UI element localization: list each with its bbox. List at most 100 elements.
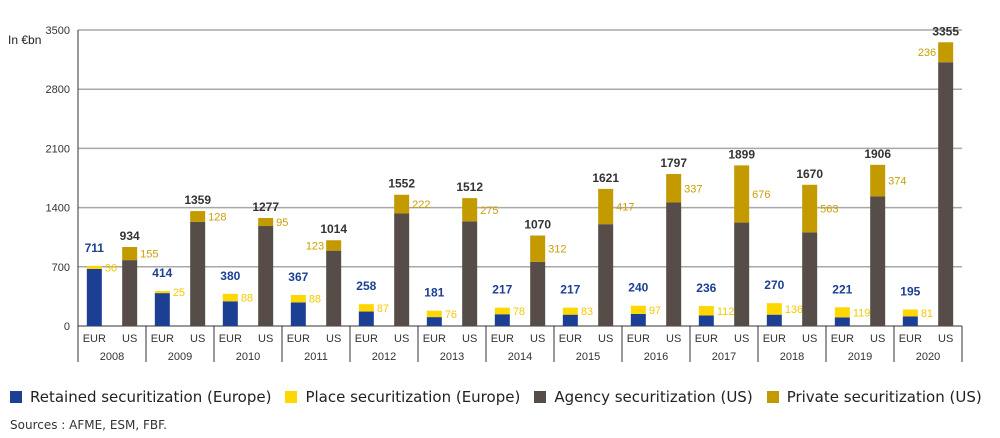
place-value-label: 97 bbox=[649, 305, 661, 317]
x-subcategory-label: US bbox=[394, 333, 409, 345]
eur-total-label: 195 bbox=[900, 285, 920, 299]
us-total-label: 1797 bbox=[660, 156, 687, 170]
private-value-label: 275 bbox=[480, 205, 498, 217]
x-subcategory-label: US bbox=[938, 333, 953, 345]
private-value-label: 236 bbox=[918, 47, 936, 59]
bar-retained-2015 bbox=[562, 314, 578, 326]
x-subcategory-label: US bbox=[530, 333, 545, 345]
eur-total-label: 217 bbox=[492, 283, 512, 297]
bar-private-2018 bbox=[802, 184, 818, 233]
bar-retained-2010 bbox=[222, 301, 238, 326]
x-category-label: 2012 bbox=[372, 351, 396, 363]
x-subcategory-label: US bbox=[870, 333, 885, 345]
legend-item-private: Private securitization (US) bbox=[766, 388, 982, 406]
bar-retained-2011 bbox=[290, 302, 306, 326]
bar-retained-2008 bbox=[86, 268, 102, 326]
bar-private-2017 bbox=[734, 165, 750, 223]
bar-agency-2008 bbox=[122, 260, 138, 326]
bar-private-2020 bbox=[938, 42, 954, 63]
bar-place-2014 bbox=[494, 307, 510, 315]
eur-total-label: 414 bbox=[152, 266, 172, 280]
legend-swatch bbox=[534, 391, 547, 403]
x-subcategory-label: EUR bbox=[559, 333, 582, 345]
legend-swatch bbox=[10, 391, 22, 403]
eur-total-label: 380 bbox=[220, 269, 240, 283]
y-tick-label: 3500 bbox=[46, 25, 70, 37]
bar-agency-2012 bbox=[394, 213, 410, 326]
place-value-label: 112 bbox=[717, 306, 735, 318]
us-total-label: 1552 bbox=[388, 177, 415, 191]
private-value-label: 312 bbox=[548, 244, 566, 256]
bar-private-2013 bbox=[462, 198, 478, 222]
bar-place-2008 bbox=[86, 265, 102, 269]
y-tick-label: 2800 bbox=[46, 84, 70, 96]
x-subcategory-label: US bbox=[666, 333, 681, 345]
x-subcategory-label: EUR bbox=[831, 333, 854, 345]
place-value-label: 81 bbox=[921, 308, 933, 320]
y-axis-label: In €bn bbox=[8, 33, 41, 47]
bar-agency-2016 bbox=[666, 202, 682, 326]
us-total-label: 1070 bbox=[524, 218, 551, 232]
y-tick-label: 1400 bbox=[46, 203, 70, 215]
private-value-label: 123 bbox=[306, 240, 324, 252]
bar-agency-2010 bbox=[258, 226, 274, 326]
legend-label: Private securitization (US) bbox=[786, 388, 982, 406]
sources-note: Sources : AFME, ESM, FBF. bbox=[10, 418, 167, 432]
private-value-label: 155 bbox=[140, 249, 158, 261]
x-subcategory-label: EUR bbox=[287, 333, 310, 345]
x-subcategory-label: EUR bbox=[219, 333, 242, 345]
x-subcategory-label: US bbox=[462, 333, 477, 345]
bar-place-2010 bbox=[222, 293, 238, 302]
bar-place-2012 bbox=[358, 304, 374, 312]
x-subcategory-label: US bbox=[598, 333, 613, 345]
place-value-label: 76 bbox=[445, 309, 457, 321]
eur-total-label: 236 bbox=[696, 281, 716, 295]
bar-agency-2017 bbox=[734, 222, 750, 326]
private-value-label: 337 bbox=[684, 183, 702, 195]
us-total-label: 3355 bbox=[932, 24, 959, 38]
bar-private-2011 bbox=[326, 240, 342, 251]
x-subcategory-label: EUR bbox=[491, 333, 514, 345]
bar-agency-2013 bbox=[462, 221, 478, 326]
legend-item-place: Place securitization (Europe) bbox=[285, 388, 520, 406]
bar-agency-2011 bbox=[326, 250, 342, 326]
bar-private-2012 bbox=[394, 194, 410, 214]
bar-place-2015 bbox=[562, 307, 578, 315]
us-total-label: 934 bbox=[120, 229, 140, 243]
us-total-label: 1277 bbox=[252, 200, 279, 214]
us-total-label: 1512 bbox=[456, 180, 483, 194]
place-value-label: 136 bbox=[785, 304, 803, 316]
eur-total-label: 221 bbox=[832, 282, 852, 296]
x-category-label: 2017 bbox=[712, 351, 736, 363]
eur-total-label: 270 bbox=[764, 278, 784, 292]
bar-agency-2019 bbox=[870, 196, 886, 326]
bar-agency-2015 bbox=[598, 224, 614, 326]
legend-label: Place securitization (Europe) bbox=[305, 388, 521, 406]
x-subcategory-label: EUR bbox=[83, 333, 106, 345]
bar-retained-2013 bbox=[426, 317, 442, 326]
x-subcategory-label: US bbox=[326, 333, 341, 345]
bar-place-2011 bbox=[290, 294, 306, 303]
eur-total-label: 711 bbox=[85, 241, 105, 255]
eur-total-label: 217 bbox=[560, 283, 580, 297]
x-subcategory-label: US bbox=[190, 333, 205, 345]
x-category-label: 2014 bbox=[508, 351, 532, 363]
x-category-label: 2009 bbox=[168, 351, 192, 363]
x-category-label: 2018 bbox=[780, 351, 804, 363]
us-total-label: 1906 bbox=[864, 147, 891, 161]
bar-private-2008 bbox=[122, 247, 138, 261]
private-value-label: 563 bbox=[820, 204, 838, 216]
place-value-label: 36 bbox=[105, 262, 117, 274]
legend-swatch bbox=[285, 391, 298, 403]
private-value-label: 128 bbox=[208, 211, 226, 223]
eur-total-label: 258 bbox=[356, 279, 376, 293]
bar-place-2016 bbox=[630, 305, 646, 314]
x-category-label: 2011 bbox=[304, 351, 328, 363]
x-category-label: 2008 bbox=[100, 351, 124, 363]
legend-swatch bbox=[766, 391, 779, 403]
x-subcategory-label: EUR bbox=[627, 333, 650, 345]
bar-agency-2009 bbox=[190, 221, 206, 326]
bar-agency-2014 bbox=[530, 261, 546, 326]
x-category-label: 2020 bbox=[916, 351, 940, 363]
x-subcategory-label: US bbox=[802, 333, 817, 345]
